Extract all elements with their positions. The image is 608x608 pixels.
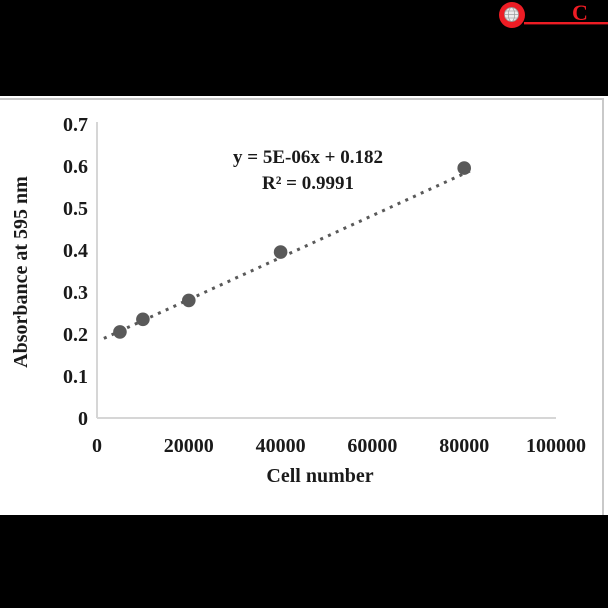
data-point — [182, 293, 196, 308]
data-point — [457, 161, 472, 175]
r-squared-label: R² = 0.9991 — [262, 173, 354, 194]
x-tick-label: 40000 — [256, 435, 306, 457]
x-tick-label: 100000 — [526, 435, 586, 457]
figure-right-border — [602, 98, 604, 515]
data-point — [273, 245, 288, 259]
scatter-chart: 0 0.1 0.2 0.3 0.4 0.5 0.6 0.7 0 20000 40000 60000 80… — [10, 114, 586, 487]
globe-icon — [504, 7, 519, 22]
y-tick-label: 0.6 — [63, 156, 88, 178]
x-tick-label: 60000 — [347, 435, 397, 457]
figure-frame: 0 0.1 0.2 0.3 0.4 0.5 0.6 0.7 0 20000 40000 60000 80… — [0, 96, 608, 515]
y-tick-label: 0.2 — [63, 324, 88, 346]
data-point — [113, 325, 127, 339]
header-band: C — [0, 0, 608, 96]
brand-letter: C — [572, 0, 588, 25]
axes — [96, 122, 556, 419]
y-tick-label: 0.7 — [63, 114, 88, 136]
x-tick-label: 0 — [92, 435, 102, 457]
data-point — [136, 312, 150, 327]
data-series — [103, 161, 472, 340]
y-tick-label: 0.3 — [63, 282, 88, 304]
y-tick-label: 0.5 — [63, 198, 88, 220]
brand-logo: C — [499, 0, 608, 28]
x-tick-label: 20000 — [164, 435, 214, 457]
x-tick-label: 80000 — [439, 435, 489, 457]
trendline — [103, 169, 472, 340]
figure-top-border — [0, 98, 604, 100]
footer-band — [0, 515, 608, 608]
x-axis-title: Cell number — [266, 465, 373, 487]
brand-underline — [524, 22, 608, 25]
y-tick-label: 0.4 — [63, 240, 88, 262]
y-tick-label: 0 — [78, 408, 88, 430]
trendline-equation: y = 5E-06x + 0.182 — [233, 147, 383, 168]
tick-labels: 0 0.1 0.2 0.3 0.4 0.5 0.6 0.7 0 20000 40000 60000 80… — [63, 114, 586, 457]
y-axis-title: Absorbance at 595 nm — [10, 176, 32, 368]
y-tick-label: 0.1 — [63, 366, 88, 388]
